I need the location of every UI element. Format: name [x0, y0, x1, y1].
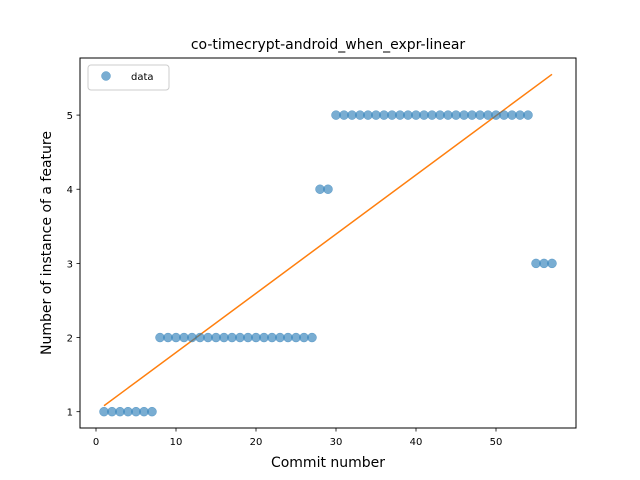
data-point [259, 332, 269, 343]
data-point [387, 110, 397, 120]
data-point [203, 332, 213, 343]
fit-line [103, 73, 553, 407]
x-tick-label: 20 [250, 437, 263, 448]
y-tick-label: 5 [67, 111, 73, 122]
data-point [331, 110, 341, 120]
data-point [411, 110, 421, 120]
y-axis: 1 2 3 4 5 [67, 111, 80, 419]
data-point [283, 332, 293, 343]
data-point [227, 332, 237, 343]
x-tick-label: 10 [170, 437, 183, 448]
data-point [195, 332, 205, 343]
data-point [523, 110, 533, 120]
y-tick-label: 2 [67, 334, 73, 345]
data-point [499, 110, 509, 120]
data-point [507, 110, 517, 120]
data-point [147, 406, 157, 417]
x-tick-label: 50 [490, 437, 503, 448]
data-point [171, 332, 181, 343]
data-points-layer [99, 110, 557, 417]
data-point [363, 110, 373, 120]
data-point [115, 406, 125, 417]
plot-area [79, 57, 577, 429]
data-point [459, 110, 469, 120]
data-point [299, 332, 309, 343]
data-point [547, 258, 557, 269]
data-point [275, 332, 285, 343]
x-axis-label: Commit number [271, 455, 385, 471]
data-point [475, 110, 485, 120]
data-point [323, 184, 333, 194]
data-point [315, 184, 325, 194]
data-point [139, 406, 149, 417]
legend-label: data [131, 72, 154, 83]
x-tick-label: 30 [330, 437, 343, 448]
data-point [403, 110, 413, 120]
data-point [531, 258, 541, 269]
data-point [355, 110, 365, 120]
data-point [99, 406, 109, 417]
legend-marker [101, 71, 111, 81]
data-point [379, 110, 389, 120]
legend-box [87, 64, 170, 91]
data-point [307, 332, 317, 343]
data-point [467, 110, 477, 120]
axes-frame [79, 57, 577, 429]
data-point [267, 332, 277, 343]
x-tick-label: 0 [93, 437, 99, 448]
x-tick-label: 40 [410, 437, 423, 448]
data-point [371, 110, 381, 120]
y-tick-label: 1 [67, 408, 73, 419]
data-point [219, 332, 229, 343]
data-point [451, 110, 461, 120]
data-point [187, 332, 197, 343]
data-point [347, 110, 357, 120]
data-point [163, 332, 173, 343]
data-point [155, 332, 165, 343]
data-point [419, 110, 429, 120]
data-point [443, 110, 453, 120]
data-point [291, 332, 301, 343]
data-point [107, 406, 117, 417]
data-point [483, 110, 493, 120]
data-point [211, 332, 221, 343]
data-point [251, 332, 261, 343]
data-point [179, 332, 189, 343]
data-point [395, 110, 405, 120]
y-tick-label: 3 [67, 259, 73, 270]
fit-line-layer [103, 73, 553, 407]
data-point [539, 258, 549, 269]
y-axis-label: Number of instance of a feature [39, 131, 55, 355]
x-axis: 0 10 20 30 40 50 [93, 428, 503, 448]
data-point [339, 110, 349, 120]
legend: data [87, 64, 170, 91]
data-point [427, 110, 437, 120]
chart-title: co-timecrypt-android_when_expr-linear [191, 37, 466, 53]
y-tick-label: 4 [67, 185, 73, 196]
data-point [491, 110, 501, 120]
data-point [123, 406, 133, 417]
data-point [435, 110, 445, 120]
data-point [235, 332, 245, 343]
data-point [131, 406, 141, 417]
data-point [243, 332, 253, 343]
data-point [515, 110, 525, 120]
